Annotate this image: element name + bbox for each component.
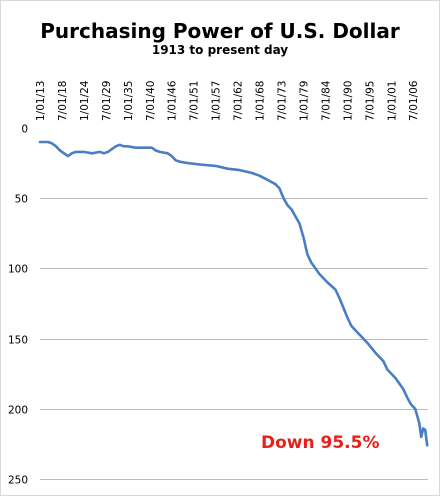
y-tick-label-0: 0 xyxy=(21,124,28,136)
series-line-0 xyxy=(38,140,429,447)
grid-lines xyxy=(40,198,428,480)
series-layer xyxy=(38,140,429,447)
x-tick-label-15: 7/01/95 xyxy=(364,81,376,121)
x-tick-label-9: 7/01/62 xyxy=(233,81,245,121)
x-tick-label-8: 1/01/57 xyxy=(211,81,223,121)
x-tick-label-1: 7/01/18 xyxy=(57,81,69,121)
chart-title: Purchasing Power of U.S. Dollar xyxy=(40,19,400,43)
annotation-down: Down 95.5% xyxy=(261,433,380,453)
x-tick-label-12: 1/01/79 xyxy=(298,81,310,121)
x-tick-label-11: 7/01/73 xyxy=(277,81,289,121)
chart-subtitle: 1913 to present day xyxy=(152,43,288,57)
y-tick-label-3: 150 xyxy=(8,335,28,347)
y-tick-label-1: 50 xyxy=(15,194,28,206)
x-tick-label-13: 7/01/84 xyxy=(320,80,332,121)
x-tick-label-14: 1/01/90 xyxy=(342,81,354,121)
x-tick-label-7: 7/01/51 xyxy=(189,81,201,121)
x-tick-labels: 1/01/13 7/01/18 1/01/24 7/01/29 1/01/35 7/01/… xyxy=(35,80,420,121)
y-tick-label-5: 250 xyxy=(8,475,28,487)
x-tick-label-0: 1/01/13 xyxy=(35,81,47,121)
x-tick-label-17: 7/01/06 xyxy=(408,80,420,121)
x-tick-label-16: 1/01/01 xyxy=(386,81,398,121)
x-tick-label-2: 1/01/24 xyxy=(79,80,91,121)
x-tick-label-3: 7/01/29 xyxy=(101,81,113,121)
y-tick-labels: 0 50 100 150 200 250 xyxy=(8,124,28,487)
x-tick-label-4: 1/01/35 xyxy=(123,81,135,121)
y-tick-label-4: 200 xyxy=(8,405,28,417)
x-tick-label-6: 1/01/46 xyxy=(167,80,179,121)
y-tick-label-2: 100 xyxy=(8,264,28,276)
x-tick-label-5: 7/01/40 xyxy=(145,81,157,121)
x-tick-label-10: 1/01/68 xyxy=(255,81,267,121)
